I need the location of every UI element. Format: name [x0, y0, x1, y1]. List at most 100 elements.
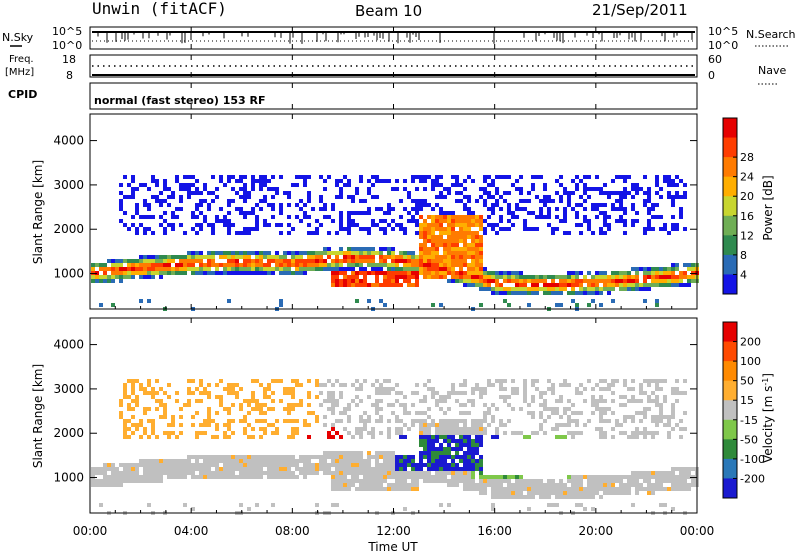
heatmap-cell — [475, 259, 479, 263]
heatmap-cell — [563, 211, 567, 215]
heatmap-cell — [447, 219, 451, 223]
heatmap-cell — [143, 479, 147, 483]
heatmap-cell — [215, 187, 219, 191]
heatmap-cell — [599, 399, 603, 403]
colorbar-swatch — [723, 478, 737, 499]
heatmap-cell — [351, 259, 355, 263]
heatmap-cell — [459, 439, 463, 443]
heatmap-cell — [439, 243, 443, 247]
heatmap-cell — [635, 431, 639, 435]
heatmap-cell — [367, 467, 371, 471]
heatmap-cell — [451, 391, 455, 395]
heatmap-cell — [571, 191, 575, 195]
heatmap-cell — [543, 483, 547, 487]
heatmap-cell — [531, 487, 535, 491]
heatmap-cell — [367, 191, 371, 195]
colorbar-swatch — [723, 215, 737, 236]
heatmap-cell — [479, 239, 483, 243]
heatmap-cell — [335, 267, 339, 271]
heatmap-cell — [671, 215, 675, 219]
heatmap-cell — [451, 479, 455, 483]
heatmap-cell — [559, 395, 563, 399]
heatmap-cell — [611, 283, 615, 287]
heatmap-cell — [531, 411, 535, 415]
heatmap-cell — [663, 471, 667, 475]
heatmap-cell — [495, 427, 499, 431]
heatmap-cell — [555, 303, 559, 307]
heatmap-cell — [359, 467, 363, 471]
heatmap-cell — [119, 479, 123, 483]
heatmap-cell — [679, 479, 683, 483]
heatmap-cell — [667, 487, 671, 491]
heatmap-cell — [659, 195, 663, 199]
heatmap-cell — [399, 427, 403, 431]
heatmap-cell — [451, 419, 455, 423]
heatmap-cell — [299, 263, 303, 267]
heatmap-cell — [635, 267, 639, 271]
heatmap-cell — [463, 391, 467, 395]
heatmap-cell — [523, 275, 527, 279]
heatmap-cell — [119, 475, 123, 479]
heatmap-cell — [479, 287, 483, 291]
heatmap-cell — [435, 463, 439, 467]
heatmap-cell — [319, 403, 323, 407]
heatmap-cell — [119, 267, 123, 271]
heatmap-cell — [675, 391, 679, 395]
heatmap-cell — [475, 215, 479, 219]
heatmap-cell — [455, 391, 459, 395]
heatmap-cell — [371, 183, 375, 187]
heatmap-cell — [491, 483, 495, 487]
heatmap-cell — [331, 407, 335, 411]
heatmap-cell — [331, 487, 335, 491]
heatmap-cell — [651, 379, 655, 383]
heatmap-cell — [419, 235, 423, 239]
freq-label-line2: [MHz] — [5, 67, 34, 78]
heatmap-cell — [411, 423, 415, 427]
heatmap-cell — [527, 303, 531, 307]
heatmap-cell — [431, 443, 435, 447]
heatmap-cell — [455, 431, 459, 435]
heatmap-cell — [499, 387, 503, 391]
heatmap-cell — [447, 251, 451, 255]
heatmap-cell — [279, 211, 283, 215]
heatmap-cell — [647, 471, 651, 475]
heatmap-cell — [115, 467, 119, 471]
heatmap-cell — [539, 479, 543, 483]
heatmap-cell — [407, 259, 411, 263]
heatmap-cell — [139, 267, 143, 271]
heatmap-cell — [439, 211, 443, 215]
heatmap-cell — [627, 475, 631, 479]
heatmap-cell — [219, 403, 223, 407]
heatmap-cell — [483, 411, 487, 415]
heatmap-cell — [351, 471, 355, 475]
heatmap-cell — [523, 435, 527, 439]
heatmap-cell — [275, 379, 279, 383]
heatmap-cell — [319, 459, 323, 463]
heatmap-cell — [635, 219, 639, 223]
heatmap-cell — [183, 183, 187, 187]
heatmap-cell — [427, 239, 431, 243]
heatmap-cell — [387, 251, 391, 255]
heatmap-cell — [467, 479, 471, 483]
heatmap-cell — [671, 183, 675, 187]
heatmap-cell — [631, 471, 635, 475]
heatmap-cell — [319, 455, 323, 459]
heatmap-cell — [507, 287, 511, 291]
heatmap-cell — [679, 279, 683, 283]
velocity-colorbar-label: Velocity [m s-1] — [761, 373, 776, 463]
heatmap-cell — [623, 383, 627, 387]
heatmap-cell — [535, 215, 539, 219]
heatmap-cell — [291, 271, 295, 275]
heatmap-cell — [403, 279, 407, 283]
heatmap-cell — [219, 459, 223, 463]
heatmap-cell — [423, 471, 427, 475]
heatmap-cell — [403, 207, 407, 211]
heatmap-cell — [627, 491, 631, 495]
heatmap-cell — [183, 231, 187, 235]
heatmap-cell — [579, 279, 583, 283]
heatmap-cell — [675, 283, 679, 287]
heatmap-cell — [199, 455, 203, 459]
heatmap-cell — [647, 379, 651, 383]
heatmap-cell — [603, 399, 607, 403]
heatmap-cell — [583, 187, 587, 191]
